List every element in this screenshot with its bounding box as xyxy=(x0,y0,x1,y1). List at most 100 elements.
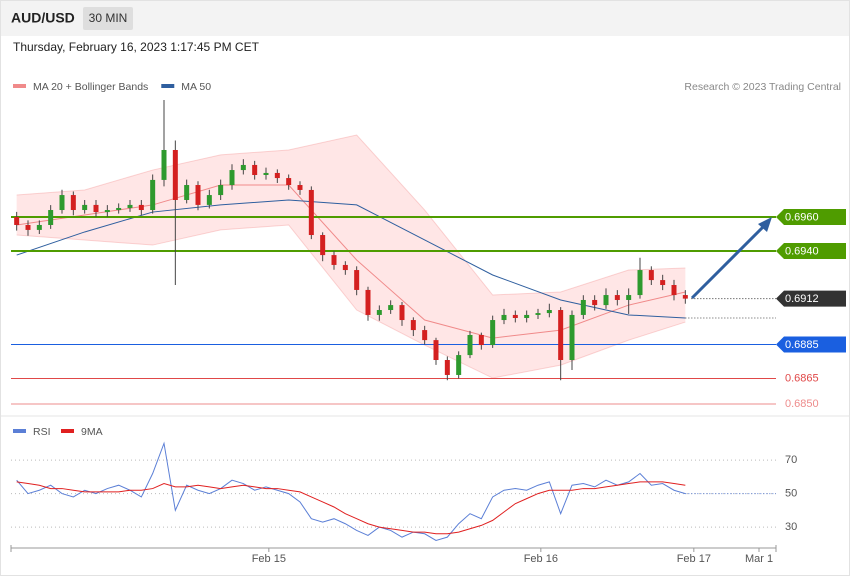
x-tick-label: Mar 1 xyxy=(745,553,773,565)
candle-body xyxy=(433,340,439,361)
candle-body xyxy=(365,289,371,315)
lower-band xyxy=(16,224,686,379)
candle-body xyxy=(546,310,552,314)
candle-body xyxy=(569,314,575,361)
candle-body xyxy=(388,305,394,311)
candle-body xyxy=(637,270,643,296)
candle-body xyxy=(161,149,167,180)
candle-body xyxy=(660,280,666,286)
legend-swatch xyxy=(13,429,26,433)
candle-body xyxy=(399,305,405,321)
level-label: 0.6885 xyxy=(785,339,819,351)
y-tick-label: 50 xyxy=(785,487,797,499)
candle-body xyxy=(614,295,620,300)
candle-body xyxy=(104,210,110,213)
level-label: 0.6940 xyxy=(785,245,819,257)
candle-body xyxy=(331,255,337,265)
candle-body xyxy=(648,270,654,281)
price-panel: MA 20 + Bollinger Bands MA 50 Research © 2… xyxy=(11,81,846,410)
candle-body xyxy=(59,195,65,211)
candle-body xyxy=(580,299,586,315)
candle-body xyxy=(127,204,133,208)
level-label: 0.6912 xyxy=(785,293,819,305)
candle-body xyxy=(558,310,564,361)
candle-body xyxy=(478,335,484,346)
candle-body xyxy=(286,178,292,186)
candle-body xyxy=(116,207,122,211)
level-label: 0.6850 xyxy=(785,398,819,410)
candle-body xyxy=(263,172,269,175)
upper-band xyxy=(16,134,686,296)
candle-body xyxy=(422,330,428,341)
x-tick-label: Feb 16 xyxy=(524,553,558,565)
rsi-panel: RSI 9MA 70 50 30 Feb 15 Feb 16 Feb 17 Mar 1 xyxy=(10,426,797,565)
candle-body xyxy=(274,172,280,179)
legend-label: MA 20 + Bollinger Bands xyxy=(33,81,148,93)
candle-body xyxy=(308,189,314,236)
candle-body xyxy=(138,204,144,211)
legend-label: 9MA xyxy=(81,426,103,438)
legend-swatch xyxy=(61,429,74,433)
candle-body xyxy=(150,179,156,211)
x-tick-label: Feb 17 xyxy=(677,553,711,565)
candle-body xyxy=(671,285,677,296)
candle-body xyxy=(218,185,224,196)
candle-body xyxy=(82,204,88,211)
level-tag xyxy=(776,208,846,225)
y-tick-label: 30 xyxy=(785,521,797,533)
candle-body xyxy=(172,149,178,200)
candle-body xyxy=(592,299,598,306)
legend-label: RSI xyxy=(33,426,51,438)
attribution: Research © 2023 Trading Central xyxy=(684,81,841,93)
indicator-line xyxy=(16,441,686,542)
level-tag xyxy=(776,243,846,260)
candle-body xyxy=(456,355,462,375)
candle-body xyxy=(184,185,190,200)
candle-body xyxy=(444,360,450,375)
level-tag xyxy=(776,290,846,307)
candle-body xyxy=(229,170,235,186)
candle-body xyxy=(240,164,246,171)
candle-body xyxy=(70,195,76,211)
timeframe-button[interactable] xyxy=(83,7,133,30)
level-label: 0.6865 xyxy=(785,372,819,384)
candle-body xyxy=(25,224,31,230)
candle-body xyxy=(682,295,688,299)
indicator-line xyxy=(16,481,686,535)
legend-label: MA 50 xyxy=(181,81,211,93)
x-tick-label: Feb 15 xyxy=(252,553,286,565)
candle-body xyxy=(354,270,360,290)
candle-body xyxy=(410,320,416,331)
candle-body xyxy=(603,295,609,306)
candle-body xyxy=(376,310,382,315)
legend-swatch xyxy=(161,84,175,88)
candle-body xyxy=(535,313,541,315)
candle-body xyxy=(206,195,212,205)
candle-body xyxy=(490,320,496,346)
forecast-arrowhead xyxy=(758,217,772,232)
header-bar xyxy=(1,1,849,36)
candle-body xyxy=(501,314,507,321)
candle-body xyxy=(467,335,473,356)
candle-body xyxy=(342,264,348,271)
candle-body xyxy=(48,210,54,225)
y-tick-label: 70 xyxy=(785,454,797,466)
candle-body xyxy=(512,314,518,319)
candle-body xyxy=(14,216,20,225)
candle-body xyxy=(36,224,42,230)
candle-body xyxy=(626,295,632,300)
level-label: 0.6960 xyxy=(785,211,819,223)
timeframe[interactable]: 30 MIN xyxy=(89,11,128,25)
symbol: AUD/USD xyxy=(11,10,75,26)
timestamp: Thursday, February 16, 2023 1:17:45 PM C… xyxy=(13,40,260,54)
candle-body xyxy=(320,235,326,256)
level-tag xyxy=(776,336,846,353)
candle-body xyxy=(524,314,530,319)
candle-body xyxy=(297,185,303,190)
candle-body xyxy=(93,204,99,213)
forecast-arrow xyxy=(690,224,766,300)
legend-swatch xyxy=(13,84,26,88)
candle-body xyxy=(252,164,258,175)
